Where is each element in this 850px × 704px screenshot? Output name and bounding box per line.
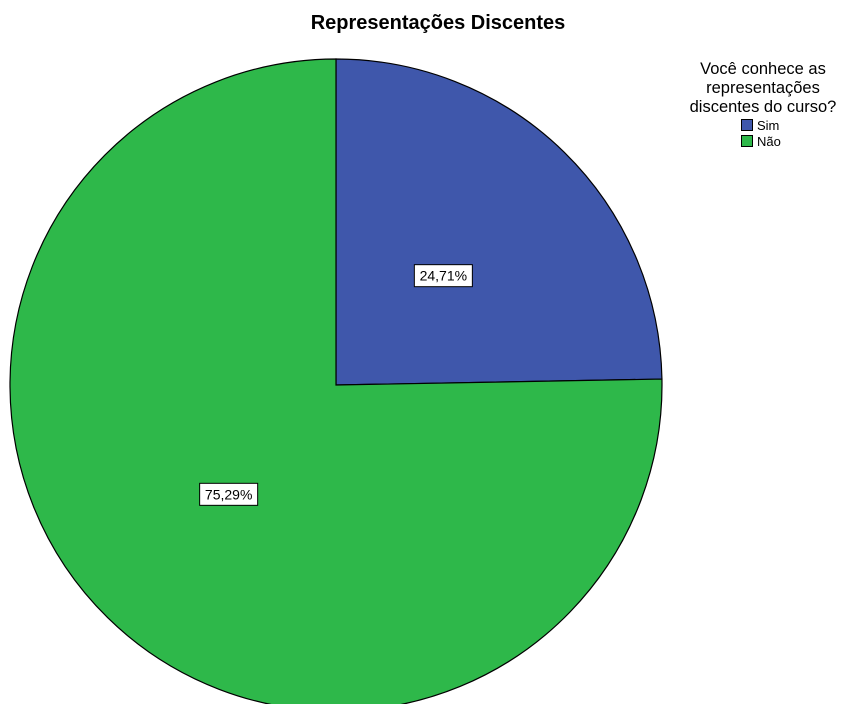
legend-title: Você conhece as representações discentes…: [689, 60, 837, 116]
data-label-nao: 75,29%: [199, 482, 259, 506]
legend-item-nao: Não: [741, 133, 850, 149]
legend-item-sim: Sim: [741, 117, 850, 133]
legend-swatch-sim: [741, 119, 753, 131]
legend-label-nao: Não: [757, 133, 781, 149]
data-label-text: 75,29%: [205, 486, 252, 502]
legend-label-sim: Sim: [757, 117, 780, 133]
pie-slice-sim: [335, 58, 663, 386]
pie-slice-nao: [9, 58, 663, 704]
legend: Você conhece as representações discentes…: [668, 60, 850, 149]
data-label-text: 24,71%: [420, 268, 467, 284]
data-label-sim: 24,71%: [413, 264, 473, 288]
legend-swatch-nao: [741, 135, 753, 147]
chart-title: Representações Discentes: [310, 12, 566, 34]
